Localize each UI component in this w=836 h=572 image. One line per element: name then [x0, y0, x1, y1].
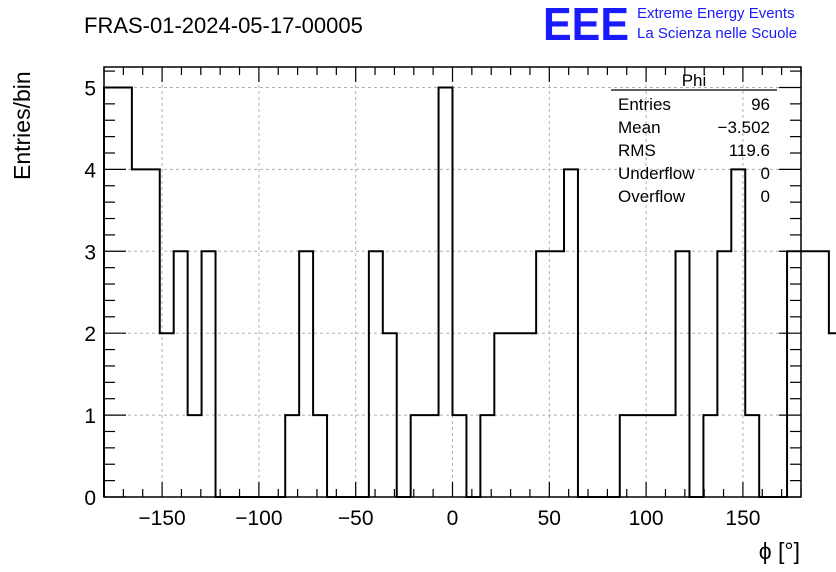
stats-label: Mean — [618, 118, 661, 137]
stats-label: RMS — [618, 141, 656, 160]
histogram-bin — [676, 251, 690, 497]
y-tick-label: 0 — [84, 487, 96, 510]
stats-title: Phi — [682, 71, 707, 90]
y-tick-label: 2 — [84, 323, 96, 346]
histogram-bin — [717, 251, 731, 497]
histogram-bin — [703, 415, 717, 497]
stats-value: 0 — [761, 164, 770, 183]
histogram-bin — [439, 87, 453, 497]
histogram-bin — [425, 415, 439, 497]
histogram-bin — [453, 415, 467, 497]
histogram-bin — [188, 415, 202, 497]
histogram-bin — [787, 251, 801, 497]
histogram-bin — [411, 415, 425, 497]
histogram-bin — [299, 251, 313, 497]
stats-label: Entries — [618, 95, 671, 114]
histogram-bin — [202, 251, 216, 497]
x-tick-label: 150 — [725, 507, 760, 530]
histogram-bin — [829, 333, 836, 497]
histogram-series — [103, 86, 836, 498]
axis-ticks: −150 −100 −50 0 50 100 150 0 1 2 3 4 5 — [84, 67, 802, 530]
x-tick-label: −50 — [338, 507, 374, 530]
histogram-bin — [480, 415, 494, 497]
stats-label: Underflow — [618, 164, 695, 183]
stats-value: 0 — [761, 187, 770, 206]
stats-value: 96 — [751, 95, 770, 114]
stats-value: −3.502 — [718, 118, 770, 137]
histogram-bin — [104, 87, 118, 497]
eee-logo-mark: EEE — [543, 0, 629, 50]
histogram-bin — [536, 251, 550, 497]
histogram-bin — [118, 87, 132, 497]
histogram-bin — [745, 415, 759, 497]
histogram-bin — [662, 415, 676, 497]
stats-value: 119.6 — [729, 141, 770, 160]
y-tick-label: 5 — [84, 77, 96, 100]
y-tick-label: 1 — [84, 405, 96, 428]
histogram-bin — [815, 251, 829, 497]
y-tick-label: 4 — [84, 159, 96, 182]
histogram-bin — [550, 251, 564, 497]
stats-box: Phi Entries 96 Mean −3.502 RMS 119.6 Und… — [611, 71, 777, 206]
y-axis-title: Entries/bin — [9, 71, 35, 180]
histogram-bin — [648, 415, 662, 497]
histogram-bin — [369, 251, 383, 497]
histogram-bin — [801, 251, 815, 497]
histogram-bin — [313, 415, 327, 497]
stats-label: Overflow — [618, 187, 686, 206]
y-tick-label: 3 — [84, 241, 96, 264]
x-tick-label: 50 — [538, 507, 561, 530]
chart-title: FRAS-01-2024-05-17-00005 — [84, 13, 363, 38]
histogram-bin — [174, 251, 188, 497]
x-tick-label: −150 — [138, 507, 185, 530]
x-axis-title: ϕ [°] — [759, 538, 800, 564]
eee-logo: EEE Extreme Energy Events La Scienza nel… — [543, 0, 797, 50]
histogram-bin — [620, 415, 634, 497]
histogram-bin — [132, 169, 146, 497]
x-tick-label: −100 — [235, 507, 282, 530]
eee-logo-line2: La Scienza nelle Scuole — [637, 25, 797, 42]
eee-logo-line1: Extreme Energy Events — [637, 5, 795, 22]
histogram-line — [103, 86, 836, 498]
histogram-bin — [285, 415, 299, 497]
x-tick-label: 100 — [629, 507, 664, 530]
x-tick-label: 0 — [447, 507, 459, 530]
